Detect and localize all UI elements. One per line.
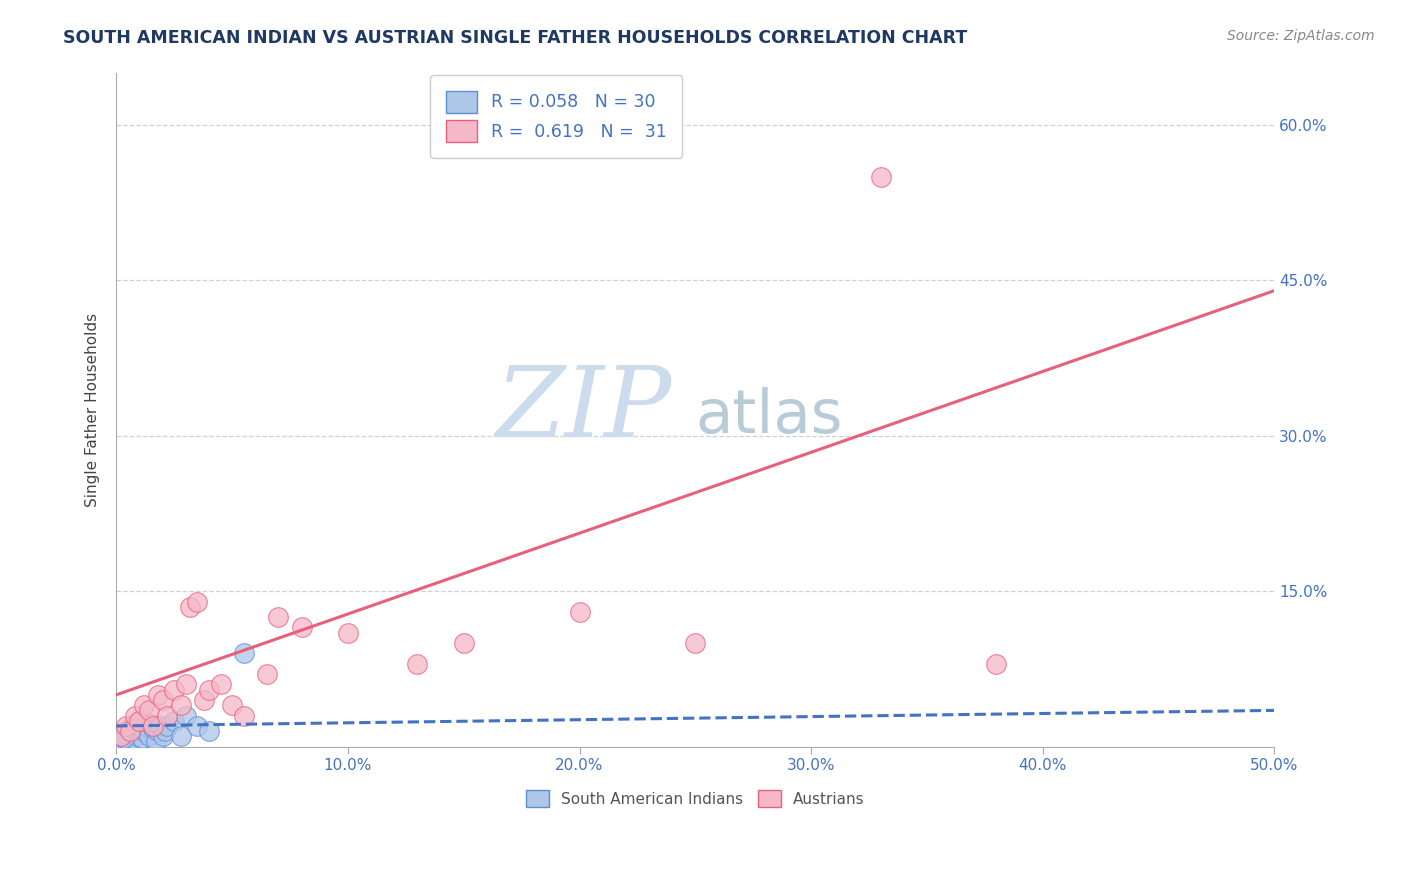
Text: atlas: atlas [696, 387, 842, 446]
Point [209, 677, 232, 691]
Point [170, 698, 193, 713]
Point [256, 667, 278, 681]
Point [179, 599, 201, 614]
Point [156, 719, 179, 733]
Point [232, 646, 254, 660]
Point [186, 594, 208, 608]
Point [336, 625, 359, 640]
Point [110, 729, 132, 743]
Point [163, 682, 186, 697]
Point [198, 724, 221, 739]
Point [174, 708, 197, 723]
Text: SOUTH AMERICAN INDIAN VS AUSTRIAN SINGLE FATHER HOUSEHOLDS CORRELATION CHART: SOUTH AMERICAN INDIAN VS AUSTRIAN SINGLE… [63, 29, 967, 46]
Point [153, 724, 176, 739]
Point [170, 729, 193, 743]
Point [120, 724, 142, 739]
Point [163, 714, 186, 728]
Point [110, 729, 132, 743]
Point [121, 719, 143, 733]
Point [149, 719, 172, 733]
Text: Source: ZipAtlas.com: Source: ZipAtlas.com [1227, 29, 1375, 43]
Point [138, 729, 160, 743]
Point [124, 708, 146, 723]
Point [174, 677, 197, 691]
Point [127, 729, 149, 743]
Point [124, 721, 146, 735]
Point [406, 657, 429, 671]
Point [135, 719, 157, 733]
Point [869, 169, 891, 184]
Point [290, 620, 312, 634]
Point [232, 708, 254, 723]
Point [568, 605, 591, 619]
Text: ZIP: ZIP [496, 362, 672, 458]
Point [685, 636, 707, 650]
Legend: South American Indians, Austrians: South American Indians, Austrians [520, 784, 872, 814]
Point [146, 688, 169, 702]
Point [132, 724, 155, 739]
Point [128, 714, 150, 728]
Point [114, 724, 136, 739]
Point [152, 729, 174, 743]
Point [986, 657, 1008, 671]
Point [117, 727, 139, 741]
Point [146, 724, 169, 739]
Point [131, 731, 153, 746]
Point [156, 708, 179, 723]
Point [142, 719, 165, 733]
Point [128, 714, 150, 728]
Point [152, 693, 174, 707]
Point [198, 682, 221, 697]
Point [132, 698, 155, 713]
Point [221, 698, 243, 713]
Point [112, 731, 135, 746]
Point [107, 734, 129, 748]
Point [453, 636, 475, 650]
Point [112, 731, 135, 746]
Point [108, 734, 131, 748]
Point [193, 693, 215, 707]
Point [145, 734, 167, 748]
Point [138, 703, 160, 717]
Point [142, 721, 165, 735]
Point [114, 719, 136, 733]
Point [120, 734, 142, 748]
Point [267, 610, 290, 624]
Y-axis label: Single Father Households: Single Father Households [86, 313, 100, 507]
Point [139, 716, 162, 731]
Point [186, 719, 208, 733]
